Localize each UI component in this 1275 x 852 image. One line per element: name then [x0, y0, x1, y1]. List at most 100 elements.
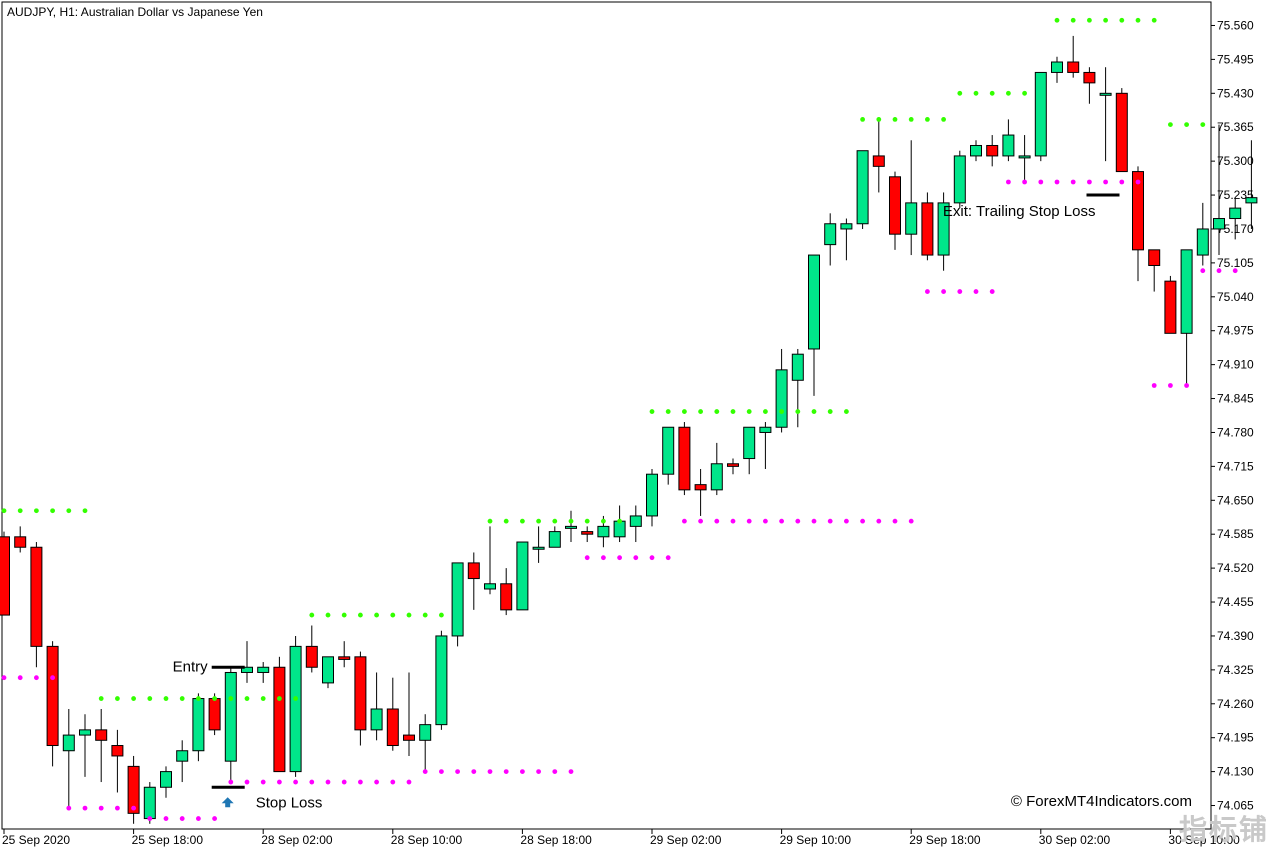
upper-stop-dot	[617, 518, 622, 524]
upper-stop-dot	[763, 409, 768, 414]
lower-stop-dot	[568, 769, 574, 775]
upper-stop-dot	[1006, 90, 1011, 96]
upper-stop-dot	[957, 90, 963, 96]
upper-stop-dot	[941, 116, 946, 122]
upper-stop-dot	[908, 116, 914, 122]
bullish-candle	[143, 786, 156, 820]
bullish-candle	[548, 531, 561, 548]
upper-stop-dot	[1070, 17, 1076, 23]
buy-arrow-icon	[221, 797, 234, 808]
bullish-candle	[484, 583, 496, 590]
upper-stop-dot	[1022, 90, 1027, 96]
price-tick-label: 74.715	[1217, 459, 1254, 473]
bullish-candle	[759, 426, 772, 433]
bullish-candle	[1229, 207, 1242, 220]
bearish-candle	[1115, 92, 1128, 173]
upper-stop-dot	[179, 696, 185, 701]
upper-stop-dot	[66, 508, 72, 514]
bearish-candle	[95, 729, 108, 741]
upper-stop-dot	[827, 409, 833, 414]
upper-stop-dot	[844, 409, 849, 414]
lower-stop-dot	[665, 555, 671, 561]
lower-stop-dot	[584, 555, 590, 561]
bearish-candle	[694, 484, 707, 491]
bullish-candle	[646, 473, 658, 517]
lower-stop-dot	[66, 805, 72, 811]
lower-stop-dot	[82, 805, 88, 811]
bearish-candle	[1132, 171, 1144, 251]
upper-stop-dot	[860, 116, 865, 122]
upper-stop-dot	[228, 696, 234, 701]
plot-frame	[1, 1, 1212, 830]
bearish-candle	[14, 536, 27, 548]
price-tick-label: 74.195	[1217, 731, 1254, 745]
lower-stop-dot	[98, 805, 104, 811]
upper-stop-dot	[795, 409, 801, 414]
upper-stop-dot	[1184, 122, 1189, 128]
lower-stop-dot	[552, 769, 558, 775]
bullish-candle	[1099, 92, 1112, 96]
bullish-candle	[62, 734, 75, 752]
lower-stop-dot	[633, 555, 639, 561]
bullish-candle	[1180, 249, 1193, 334]
time-tick-label: 29 Sep 18:00	[909, 833, 981, 847]
lower-stop-dot	[763, 518, 768, 524]
bearish-candle	[273, 666, 286, 773]
lower-stop-dot	[1038, 179, 1044, 185]
bullish-candle	[840, 223, 853, 230]
stop-loss-label: Stop Loss	[256, 794, 323, 811]
upper-stop-dot	[487, 518, 493, 524]
bearish-candle	[338, 656, 351, 660]
time-tick-label: 29 Sep 02:00	[650, 833, 722, 847]
price-tick-label: 74.650	[1217, 493, 1254, 507]
bearish-candle	[1164, 280, 1177, 334]
bullish-candle	[937, 202, 950, 256]
price-tick-label: 74.260	[1217, 697, 1254, 711]
bullish-candle	[905, 202, 918, 235]
lower-stop-dot	[244, 779, 250, 785]
upper-stop-dot	[584, 518, 590, 524]
upper-stop-dot	[973, 90, 979, 96]
lower-stop-dot	[876, 518, 882, 524]
price-tick-label: 74.390	[1217, 629, 1254, 643]
upper-stop-dot	[925, 116, 930, 122]
upper-stop-dot	[698, 409, 703, 414]
candles	[0, 35, 1258, 824]
lower-stop-dot	[212, 816, 218, 821]
lower-stop-dot	[293, 779, 298, 785]
time-tick-label: 25 Sep 2020	[2, 833, 70, 847]
bearish-candle	[0, 536, 10, 616]
lower-stop-dot	[1216, 268, 1222, 274]
lower-stop-dot	[698, 518, 703, 524]
price-tick-label: 74.780	[1217, 425, 1254, 439]
lower-stop-dot	[455, 769, 460, 775]
lower-stop-dot	[617, 555, 622, 561]
lower-stop-dot	[163, 816, 169, 821]
lower-stop-dot	[520, 769, 525, 775]
lower-stop-dot	[1054, 179, 1060, 185]
price-tick-label: 75.365	[1217, 120, 1254, 134]
bullish-candle	[532, 546, 545, 550]
upper-stop-dot	[212, 696, 218, 701]
trade-markers	[211, 193, 1120, 808]
upper-stop-dot	[260, 696, 266, 701]
bullish-candle	[824, 223, 837, 246]
upper-stop-dot	[892, 116, 898, 122]
bullish-candle	[224, 671, 237, 762]
entry-label: Entry	[173, 658, 209, 675]
lower-stop-dot	[795, 518, 801, 524]
lower-stop-dot	[1168, 383, 1173, 388]
lower-stop-dot	[827, 518, 833, 524]
price-tick-label: 75.235	[1217, 188, 1254, 202]
bullish-candle	[435, 635, 448, 726]
time-tick-label: 25 Sep 18:00	[132, 833, 204, 847]
price-tick-label: 74.065	[1217, 799, 1254, 813]
lower-stop-dot	[682, 518, 687, 524]
upper-stop-dot	[244, 696, 250, 701]
upper-stop-dot	[1054, 17, 1060, 23]
bearish-candle	[889, 176, 901, 235]
bearish-candle	[403, 734, 415, 741]
upper-stop-dot	[779, 409, 784, 414]
lower-stop-dot	[1070, 179, 1076, 185]
bullish-candle	[1051, 61, 1063, 73]
